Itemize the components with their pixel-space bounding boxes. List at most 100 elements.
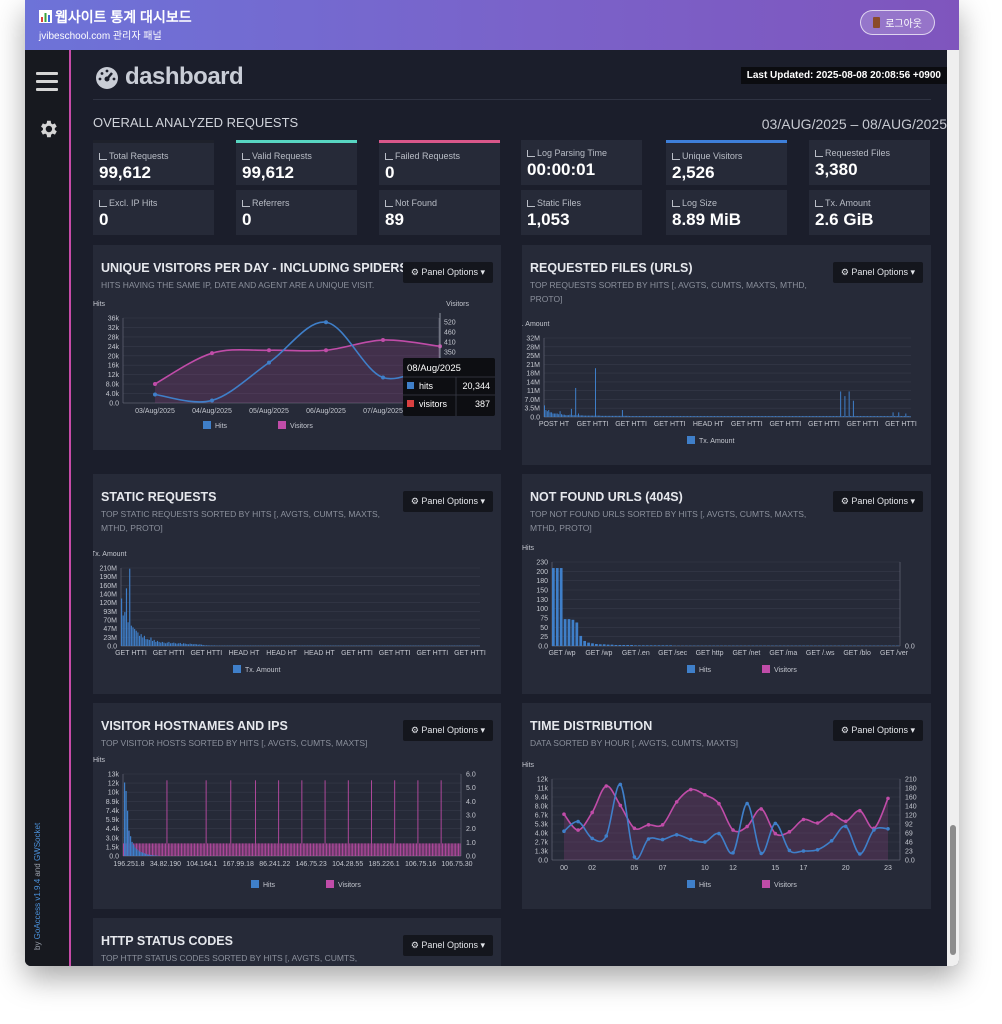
- bar-visitors[interactable]: [270, 843, 272, 856]
- bar-visitors[interactable]: [358, 843, 359, 856]
- bar-visitors[interactable]: [172, 843, 174, 856]
- bar-visitors[interactable]: [352, 843, 354, 856]
- bar[interactable]: [705, 416, 707, 417]
- bar[interactable]: [767, 416, 769, 417]
- bar[interactable]: [648, 416, 650, 417]
- bar[interactable]: [908, 416, 910, 417]
- bar[interactable]: [859, 416, 861, 417]
- bar[interactable]: [677, 416, 679, 417]
- bar-visitors[interactable]: [260, 843, 262, 856]
- bar[interactable]: [606, 644, 610, 646]
- bar-visitors[interactable]: [327, 843, 329, 856]
- bar[interactable]: [168, 641, 170, 646]
- bar-visitors[interactable]: [320, 843, 322, 856]
- visitors-point[interactable]: [576, 828, 580, 832]
- visitors-point[interactable]: [731, 828, 735, 832]
- bar[interactable]: [772, 416, 774, 417]
- bar[interactable]: [623, 415, 625, 417]
- bar[interactable]: [898, 412, 900, 417]
- bar[interactable]: [575, 387, 577, 417]
- bar[interactable]: [901, 416, 903, 417]
- bar[interactable]: [645, 645, 649, 646]
- bar-visitors[interactable]: [189, 843, 191, 856]
- bar-visitors[interactable]: [152, 843, 153, 856]
- bar-visitors[interactable]: [186, 843, 188, 856]
- bar-visitors[interactable]: [170, 843, 172, 856]
- bar[interactable]: [825, 416, 827, 417]
- bar-visitors[interactable]: [239, 843, 240, 856]
- bar-visitors[interactable]: [426, 843, 428, 856]
- bar-visitors[interactable]: [427, 843, 429, 856]
- bar-visitors[interactable]: [204, 843, 206, 856]
- bar-visitors[interactable]: [340, 843, 342, 856]
- bar[interactable]: [646, 416, 648, 417]
- bar[interactable]: [851, 416, 853, 417]
- bar[interactable]: [130, 625, 132, 646]
- bar-visitors[interactable]: [317, 843, 319, 856]
- panel-options-button[interactable]: ⚙ Panel Options ▾: [832, 720, 923, 741]
- bar[interactable]: [552, 413, 554, 417]
- bar[interactable]: [869, 416, 871, 417]
- bar[interactable]: [780, 416, 782, 417]
- bar[interactable]: [722, 416, 724, 417]
- bar[interactable]: [626, 415, 628, 417]
- bar-visitors[interactable]: [208, 843, 210, 856]
- bar-visitors[interactable]: [353, 843, 355, 856]
- bar[interactable]: [585, 415, 587, 417]
- visitors-point[interactable]: [267, 348, 271, 353]
- bar-visitors[interactable]: [292, 843, 294, 856]
- bar[interactable]: [626, 644, 630, 646]
- bar-hits[interactable]: [124, 782, 126, 856]
- bar-visitors[interactable]: [276, 843, 278, 856]
- bar[interactable]: [670, 416, 672, 417]
- bar[interactable]: [181, 643, 183, 646]
- bar[interactable]: [663, 416, 665, 417]
- legend-item[interactable]: Hits: [687, 665, 712, 674]
- bar[interactable]: [576, 415, 578, 417]
- bar-hits[interactable]: [140, 852, 142, 856]
- bar-visitors[interactable]: [279, 843, 281, 856]
- bar-visitors[interactable]: [365, 843, 367, 856]
- bar[interactable]: [844, 396, 846, 417]
- hits-point[interactable]: [604, 834, 609, 838]
- bar[interactable]: [743, 416, 745, 417]
- bar[interactable]: [598, 644, 602, 646]
- bar-visitors[interactable]: [175, 843, 177, 856]
- bar[interactable]: [556, 413, 558, 417]
- bar-visitors[interactable]: [447, 843, 449, 856]
- bar[interactable]: [680, 416, 682, 417]
- bar[interactable]: [563, 619, 567, 646]
- bar-visitors[interactable]: [218, 843, 220, 856]
- bar[interactable]: [803, 416, 805, 417]
- bar-visitors[interactable]: [381, 843, 383, 856]
- bar[interactable]: [595, 643, 598, 646]
- bar-hits[interactable]: [148, 854, 150, 856]
- visitors-point[interactable]: [886, 796, 890, 801]
- bar[interactable]: [137, 632, 139, 646]
- visitors-point[interactable]: [153, 381, 157, 386]
- version-link[interactable]: v1.9.4: [33, 878, 42, 903]
- bar[interactable]: [618, 644, 622, 646]
- bar-visitors[interactable]: [434, 843, 436, 856]
- bar[interactable]: [760, 416, 762, 417]
- bar[interactable]: [641, 645, 645, 646]
- bar[interactable]: [140, 634, 142, 646]
- bar[interactable]: [209, 645, 211, 646]
- bar[interactable]: [143, 635, 145, 646]
- bar[interactable]: [688, 416, 690, 417]
- bar-hits[interactable]: [130, 836, 132, 856]
- bar[interactable]: [878, 416, 880, 417]
- bar-visitors[interactable]: [311, 843, 313, 856]
- bar-hits[interactable]: [154, 855, 156, 856]
- bar[interactable]: [620, 415, 622, 417]
- bar-visitors[interactable]: [336, 843, 338, 856]
- bar-visitors[interactable]: [182, 843, 184, 856]
- bar-visitors[interactable]: [355, 843, 356, 856]
- bar[interactable]: [546, 411, 548, 417]
- bar[interactable]: [884, 416, 886, 417]
- bar[interactable]: [706, 416, 708, 417]
- bar[interactable]: [553, 413, 555, 417]
- hits-point[interactable]: [562, 829, 566, 833]
- hits-point[interactable]: [632, 855, 637, 859]
- bar-visitors[interactable]: [223, 843, 224, 856]
